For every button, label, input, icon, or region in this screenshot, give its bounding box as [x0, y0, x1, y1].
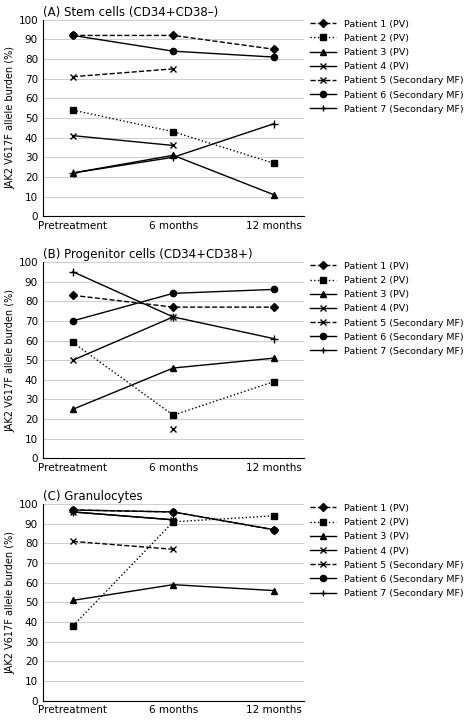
Y-axis label: JAK2 V617F allele burden (%): JAK2 V617F allele burden (%)	[6, 46, 16, 190]
Text: (A) Stem cells (CD34+CD38–): (A) Stem cells (CD34+CD38–)	[43, 6, 218, 19]
Legend: Patient 1 (PV), Patient 2 (PV), Patient 3 (PV), Patient 4 (PV), Patient 5 (Secon: Patient 1 (PV), Patient 2 (PV), Patient …	[306, 258, 467, 360]
Legend: Patient 1 (PV), Patient 2 (PV), Patient 3 (PV), Patient 4 (PV), Patient 5 (Secon: Patient 1 (PV), Patient 2 (PV), Patient …	[306, 16, 467, 118]
Text: (C) Granulocytes: (C) Granulocytes	[43, 490, 143, 503]
Legend: Patient 1 (PV), Patient 2 (PV), Patient 3 (PV), Patient 4 (PV), Patient 5 (Secon: Patient 1 (PV), Patient 2 (PV), Patient …	[306, 500, 467, 602]
Text: (B) Progenitor cells (CD34+CD38+): (B) Progenitor cells (CD34+CD38+)	[43, 248, 253, 261]
Y-axis label: JAK2 V617F allele burden (%): JAK2 V617F allele burden (%)	[6, 531, 16, 674]
Y-axis label: JAK2 V617F allele burden (%): JAK2 V617F allele burden (%)	[6, 288, 16, 432]
